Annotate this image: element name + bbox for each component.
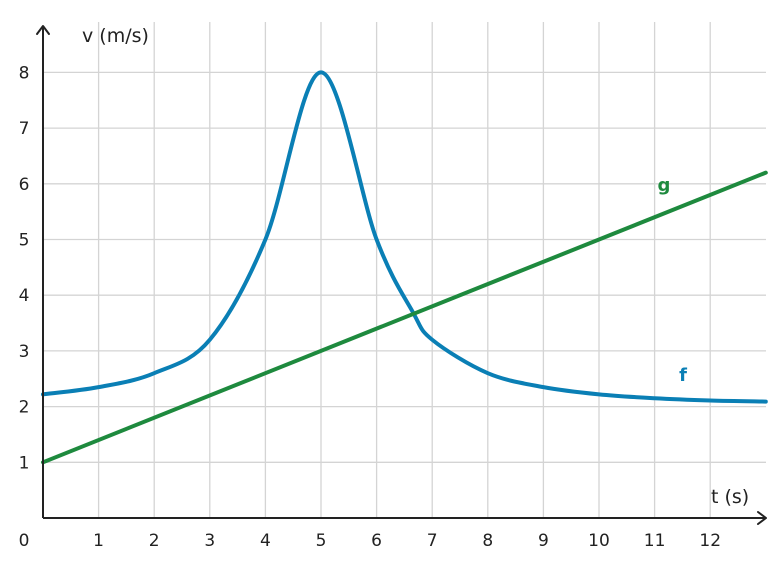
y-tick-label: 6 xyxy=(19,175,30,195)
x-tick-label: 12 xyxy=(699,531,721,551)
y-axis-title: v (m/s) xyxy=(82,25,149,47)
series-label-f: f xyxy=(679,365,687,386)
x-tick-label: 3 xyxy=(204,531,215,551)
x-tick-label: 6 xyxy=(371,531,382,551)
x-tick-label: 8 xyxy=(482,531,493,551)
grid xyxy=(43,22,766,518)
y-tick-label: 5 xyxy=(19,231,30,251)
x-tick-label: 11 xyxy=(644,531,666,551)
series-line-g xyxy=(41,170,768,465)
x-tick-label: 4 xyxy=(260,531,271,551)
x-tick-label: 1 xyxy=(93,531,104,551)
curves xyxy=(41,70,768,465)
y-tick-label: 7 xyxy=(19,119,30,139)
origin-label: 0 xyxy=(19,531,30,551)
y-tick-label: 2 xyxy=(19,398,30,418)
y-tick-label: 1 xyxy=(19,453,30,473)
x-axis-arrow-icon xyxy=(757,511,767,525)
series-line-f xyxy=(41,70,768,404)
x-tick-label: 9 xyxy=(538,531,549,551)
x-tick-label: 10 xyxy=(588,531,610,551)
y-tick-label: 3 xyxy=(19,342,30,362)
series-label-g: g xyxy=(658,175,671,196)
y-axis-arrow-icon xyxy=(36,25,50,35)
x-tick-label: 5 xyxy=(316,531,327,551)
y-tick-label: 4 xyxy=(19,286,30,306)
x-axis-title: t (s) xyxy=(711,486,749,508)
axes xyxy=(36,25,767,525)
y-tick-label: 8 xyxy=(19,63,30,83)
x-tick-label: 2 xyxy=(149,531,160,551)
x-tick-label: 7 xyxy=(427,531,438,551)
